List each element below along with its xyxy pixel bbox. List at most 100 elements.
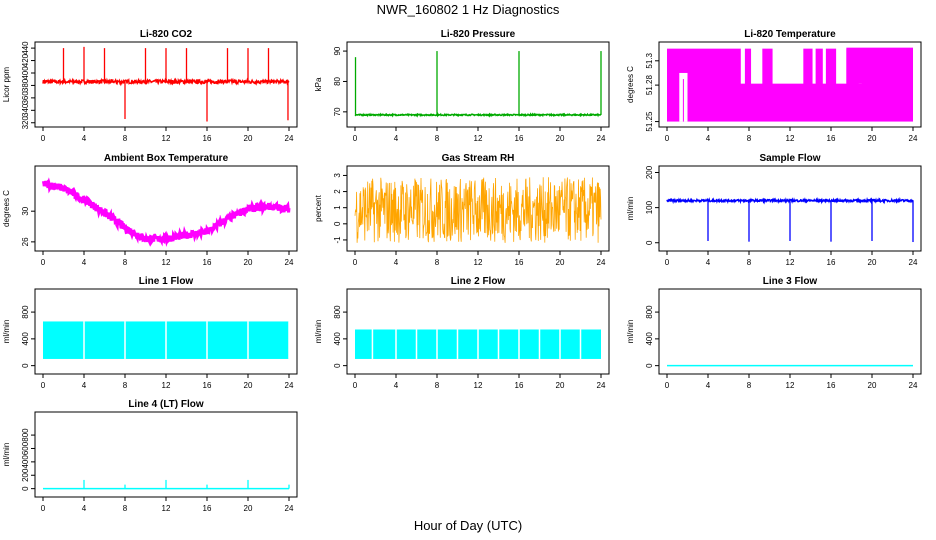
x-tick-label: 24 (597, 258, 606, 267)
y-tick-label: 200 (645, 165, 654, 179)
plot-frame (658, 288, 922, 375)
panel-line2: Line 2 Flow ml/min 0 4 8 12 16 20 24 0 400 800 (314, 276, 610, 390)
data-gap (740, 47, 745, 84)
x-tick-label: 0 (41, 134, 46, 143)
x-tick-label: 12 (786, 381, 795, 390)
x-tick-label: 16 (827, 258, 836, 267)
x-tick-label: 4 (706, 381, 711, 390)
panel-title: Line 2 Flow (451, 276, 506, 287)
x-tick-label: 16 (827, 134, 836, 143)
y-tick-label: 400 (21, 455, 30, 469)
x-tick-label: 16 (203, 504, 212, 513)
x-tick-label: 8 (435, 134, 440, 143)
y-tick-label: 400 (333, 332, 342, 346)
x-tick-label: 8 (435, 381, 440, 390)
panel-title: Sample Flow (759, 153, 820, 164)
x-tick-label: 20 (556, 258, 565, 267)
page-title: NWR_160802 1 Hz Diagnostics (376, 2, 560, 17)
y-tick-label: 800 (21, 428, 30, 442)
x-tick-label: 4 (706, 258, 711, 267)
series-line4 (43, 479, 290, 490)
x-tick-label: 24 (597, 134, 606, 143)
y-tick-label: 51.3 (645, 52, 654, 68)
x-tick-label: 8 (123, 504, 128, 513)
panel-title: Li-820 Pressure (441, 29, 516, 40)
series-gas_rh (354, 177, 602, 243)
y-axis-label: percent (314, 194, 323, 221)
x-axis-title: Hour of Day (UTC) (413, 518, 523, 533)
x-tick-label: 8 (747, 381, 752, 390)
x-tick-label: 8 (435, 258, 440, 267)
x-tick-label: 12 (786, 258, 795, 267)
x-tick-label: 20 (868, 381, 877, 390)
x-tick-label: 4 (394, 381, 399, 390)
x-tick-label: 0 (665, 258, 670, 267)
panel-line4: Line 4 (LT) Flow ml/min 0 4 8 12 16 20 24 0 200400… (2, 399, 298, 513)
y-axis-label: ml/min (626, 320, 635, 344)
panel-title: Li-820 Temperature (744, 29, 836, 40)
y-axis-label: ml/min (314, 320, 323, 344)
y-tick-label: 200 (21, 468, 30, 482)
x-tick-label: 24 (597, 381, 606, 390)
x-tick-label: 4 (82, 381, 87, 390)
data-line (41, 177, 291, 247)
y-tick-label: 380 (21, 78, 30, 92)
x-tick-label: 24 (285, 381, 294, 390)
x-tick-label: 16 (203, 134, 212, 143)
panel-title: Line 1 Flow (139, 276, 194, 287)
panel-title: Gas Stream RH (442, 153, 515, 164)
x-tick-label: 8 (123, 258, 128, 267)
y-axis-label: ml/min (2, 320, 11, 344)
panel-pressure: Li-820 Pressure kPa 0 4 8 12 16 20 24 70 80 90 (314, 29, 610, 143)
x-tick-label: 4 (82, 504, 87, 513)
y-tick-label: 3 (333, 173, 342, 178)
x-tick-label: 4 (706, 134, 711, 143)
x-tick-label: 20 (868, 134, 877, 143)
y-tick-label: 0 (645, 240, 654, 245)
y-tick-label: 1 (333, 205, 342, 210)
panel-line1: Line 1 Flow ml/min 0 4 8 12 16 20 24 0 400 800 (2, 276, 298, 390)
y-tick-label: 51.25 (645, 111, 654, 132)
x-tick-label: 0 (353, 381, 358, 390)
panel-sample_flow: Sample Flow ml/min 0 4 8 12 16 20 24 0 100 200 (626, 153, 922, 267)
panel-line3: Line 3 Flow ml/min 0 4 8 12 16 20 24 0 400 800 (626, 276, 922, 390)
series-line1 (43, 321, 290, 359)
x-tick-label: 24 (909, 381, 918, 390)
series-line2 (355, 329, 601, 359)
y-axis-label: kPa (314, 77, 323, 91)
y-tick-label: 80 (333, 76, 342, 85)
y-tick-label: 70 (333, 107, 342, 116)
panel-title: Li-820 CO2 (140, 29, 193, 40)
y-tick-label: 400 (21, 332, 30, 346)
y-tick-label: -1 (333, 236, 342, 244)
x-tick-label: 20 (556, 134, 565, 143)
x-tick-label: 20 (244, 381, 253, 390)
panel-co2: Li-820 CO2 Licor ppm 0 4 8 12 16 20 24 3203403603… (2, 29, 298, 143)
x-tick-label: 12 (162, 258, 171, 267)
x-tick-label: 8 (747, 258, 752, 267)
y-tick-label: 440 (21, 41, 30, 55)
data-gap (812, 47, 816, 84)
panel-title: Line 3 Flow (763, 276, 818, 287)
y-tick-label: 400 (645, 332, 654, 346)
series-co2 (42, 46, 290, 122)
y-tick-label: 800 (645, 305, 654, 319)
series-pressure (354, 51, 602, 118)
y-tick-label: 30 (21, 206, 30, 215)
x-tick-label: 8 (123, 134, 128, 143)
x-tick-label: 16 (515, 381, 524, 390)
series-sample_flow (666, 196, 914, 243)
x-tick-label: 12 (162, 504, 171, 513)
x-tick-label: 16 (827, 381, 836, 390)
y-axis-label: ml/min (2, 443, 11, 467)
x-tick-label: 4 (82, 134, 87, 143)
x-tick-label: 0 (665, 381, 670, 390)
x-tick-label: 16 (203, 258, 212, 267)
series-ambient_box (41, 177, 291, 247)
y-axis-label: Licor ppm (2, 67, 11, 102)
data-band (846, 47, 913, 84)
x-tick-label: 24 (285, 258, 294, 267)
x-tick-label: 0 (353, 134, 358, 143)
